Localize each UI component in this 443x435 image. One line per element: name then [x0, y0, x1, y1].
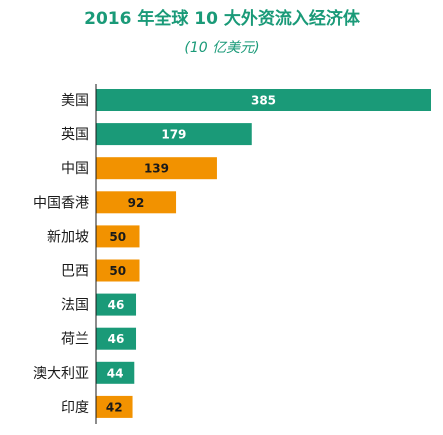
bar-3 — [96, 191, 177, 214]
bar-2 — [96, 157, 217, 180]
category-label-3: 中国香港 — [33, 195, 89, 211]
category-label-1: 英国 — [61, 126, 89, 143]
bar-5 — [96, 259, 140, 282]
value-label-7: 46 — [108, 332, 125, 346]
category-label-0: 美国 — [61, 93, 89, 109]
category-label-4: 新加坡 — [47, 229, 89, 245]
value-label-1: 179 — [161, 128, 186, 142]
value-label-5: 50 — [109, 264, 126, 278]
bar-6 — [96, 293, 137, 316]
category-label-9: 印度 — [61, 400, 89, 416]
category-label-2: 中国 — [61, 161, 89, 177]
bar-7 — [96, 327, 137, 350]
value-label-9: 42 — [106, 400, 123, 414]
value-label-6: 46 — [108, 298, 125, 312]
category-label-6: 法国 — [61, 298, 89, 314]
chart-subtitle: (10 亿美元) — [184, 40, 259, 56]
value-label-0: 385 — [251, 94, 276, 108]
value-label-2: 139 — [144, 162, 169, 176]
bars-layer — [96, 89, 431, 418]
value-label-3: 92 — [128, 196, 145, 210]
bar-8 — [96, 361, 135, 384]
category-label-5: 巴西 — [61, 264, 89, 280]
category-label-7: 荷兰 — [61, 332, 89, 348]
labels-layer: 美国 385 英国 179 中国 139 中国香港 92 新加坡 50 巴西 50 法国 46 荷兰 46 澳大… — [33, 93, 276, 416]
value-label-4: 50 — [109, 230, 126, 244]
bar-4 — [96, 225, 140, 248]
bar-1 — [96, 123, 252, 146]
bar-0 — [96, 89, 431, 111]
bar-9 — [96, 395, 133, 418]
chart-title: 2016 年全球 10 大外资流入经济体 — [84, 8, 361, 29]
category-label-8: 澳大利亚 — [33, 366, 89, 382]
value-label-8: 44 — [107, 366, 124, 380]
